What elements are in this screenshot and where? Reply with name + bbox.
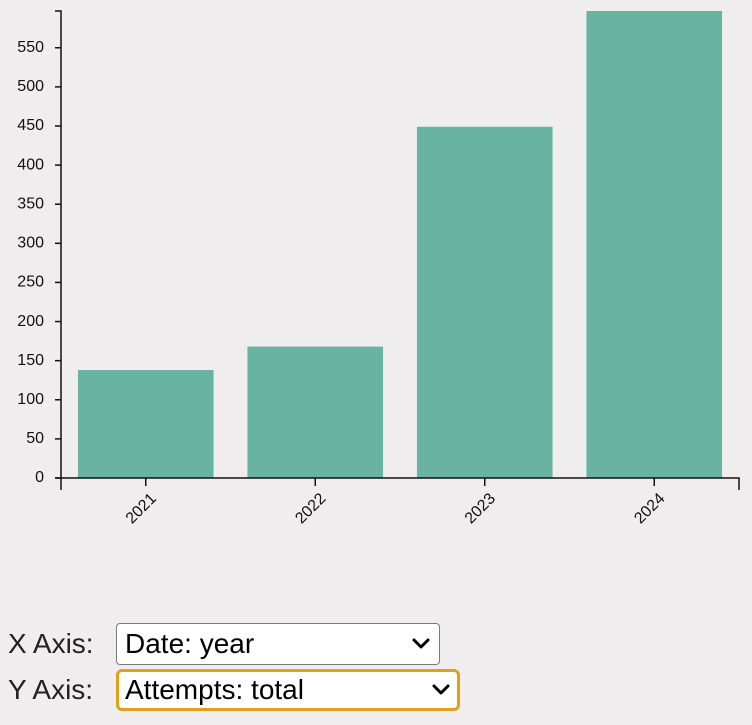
bar-2023 bbox=[416, 126, 553, 479]
y-axis-line bbox=[55, 10, 62, 479]
y-tick-label: 400 bbox=[17, 156, 44, 173]
y-tick-label: 0 bbox=[35, 469, 44, 486]
y-tick-label: 250 bbox=[17, 274, 44, 291]
chevron-down-icon bbox=[432, 684, 450, 695]
y-tick-label: 550 bbox=[17, 39, 44, 56]
y-tick-label: 150 bbox=[17, 352, 44, 369]
y-tick-label: 450 bbox=[17, 117, 44, 134]
axis-controls: X Axis: Date: year Y Axis: Attempts: tot… bbox=[8, 621, 460, 713]
bars-group bbox=[77, 11, 723, 479]
y-axis-select-value: Attempts: total bbox=[125, 674, 304, 705]
y-tick-label: 300 bbox=[17, 235, 44, 252]
y-tick-label: 500 bbox=[17, 78, 44, 95]
x-tick-label: 2022 bbox=[292, 490, 329, 527]
y-tick-label: 350 bbox=[17, 195, 44, 212]
y-axis-select[interactable]: Attempts: total bbox=[116, 669, 460, 711]
x-axis-label: X Axis: bbox=[8, 628, 94, 659]
chevron-down-icon bbox=[412, 638, 430, 649]
bar-2021 bbox=[77, 370, 214, 478]
x-axis-control: X Axis: Date: year bbox=[8, 621, 460, 667]
y-axis-label: Y Axis: bbox=[8, 674, 94, 705]
x-axis-select[interactable]: Date: year bbox=[116, 623, 440, 665]
y-tick-label: 100 bbox=[17, 391, 44, 408]
x-tick-label: 2023 bbox=[462, 490, 499, 527]
x-axis-line bbox=[60, 477, 740, 490]
bar-2022 bbox=[247, 346, 384, 478]
x-axis: 2021 2022 2023 2024 bbox=[60, 477, 740, 527]
y-axis-control: Y Axis: Attempts: total bbox=[8, 667, 460, 713]
x-tick-label: 2021 bbox=[123, 490, 160, 527]
y-tick-label: 50 bbox=[26, 430, 44, 447]
y-axis: 0 50 100 150 200 250 300 350 400 450 500 550 bbox=[17, 10, 62, 486]
y-tick-label: 200 bbox=[17, 313, 44, 330]
bar-2024 bbox=[586, 11, 723, 478]
x-axis-select-value: Date: year bbox=[125, 628, 255, 659]
x-tick-label: 2024 bbox=[631, 490, 668, 527]
